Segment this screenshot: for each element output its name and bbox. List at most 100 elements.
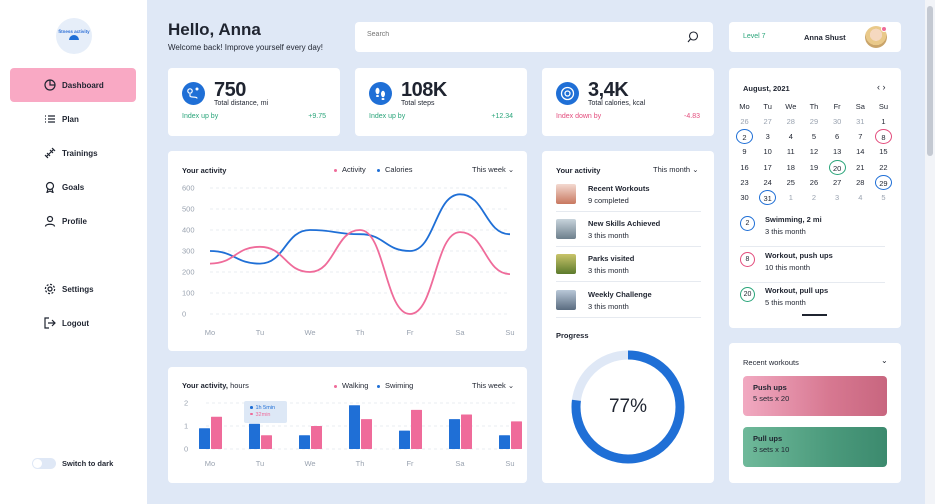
search-icon[interactable] <box>687 31 699 43</box>
list-item[interactable]: 20 Workout, pull ups 5 this month <box>740 284 885 318</box>
prev-month-icon[interactable]: ‹ <box>877 82 880 92</box>
item-sub: 3 this month <box>588 231 629 240</box>
x-tick-label: Tu <box>256 459 264 468</box>
list-icon <box>45 115 55 123</box>
calendar-day[interactable]: 2 <box>811 193 817 202</box>
scroll-indicator[interactable] <box>802 314 827 316</box>
period-select[interactable]: This week ⌄ <box>472 381 515 390</box>
calendar-day[interactable]: 1 <box>881 117 886 126</box>
next-month-icon[interactable]: › <box>882 82 886 92</box>
chart-tooltip: 1h 5min 32min <box>244 401 287 423</box>
calendar-day[interactable]: 5 <box>881 193 886 202</box>
chevron-down-icon[interactable]: ⌄ <box>881 356 888 365</box>
y-tick-label: 1 <box>184 422 188 431</box>
calendar-day[interactable]: 9 <box>742 147 747 157</box>
stat-label: Total calories, kcal <box>588 100 646 107</box>
count-badge: 2 <box>740 216 755 231</box>
sidebar-item-settings[interactable]: Settings <box>10 272 136 306</box>
calendar-day[interactable]: 28 <box>856 177 865 187</box>
logo-text: fitness activity <box>58 29 90 34</box>
item-title: Push ups <box>753 383 787 392</box>
workout-card-pull-ups[interactable]: Pull ups 3 sets x 10 <box>743 427 887 467</box>
item-sub: 3 this month <box>588 266 629 275</box>
calendar-day[interactable]: 29 <box>874 174 892 190</box>
calendar-day[interactable]: 18 <box>786 162 795 172</box>
list-item[interactable]: Weekly Challenge 3 this month <box>556 288 701 318</box>
calendar-day[interactable]: 29 <box>809 117 819 126</box>
workout-card-push-ups[interactable]: Push ups 5 sets x 20 <box>743 376 887 416</box>
scrollbar-thumb[interactable] <box>927 6 933 156</box>
search-bar[interactable] <box>355 22 713 52</box>
card-title: Your activity <box>556 166 601 175</box>
app-logo[interactable]: fitness activity <box>56 18 92 54</box>
calendar-day[interactable]: 3 <box>835 193 840 202</box>
calendar-day[interactable]: 2 <box>736 129 753 145</box>
sidebar-item-label: Settings <box>62 284 94 294</box>
calendar-day[interactable]: 15 <box>879 147 888 157</box>
search-input[interactable] <box>367 31 667 38</box>
calendar-day[interactable]: 16 <box>740 162 749 172</box>
y-tick-label: 400 <box>182 226 195 235</box>
stat-index-label: Index up by <box>369 113 406 120</box>
chevron-down-icon: ⌄ <box>507 165 515 174</box>
calendar-week-row: 23 24 25 26 27 28 29 <box>736 174 892 190</box>
calendar-day[interactable]: 25 <box>786 177 795 187</box>
item-sub: 3 sets x 10 <box>753 445 790 454</box>
calendar-day[interactable]: 23 <box>740 177 749 187</box>
calendar-day[interactable]: 17 <box>763 162 772 172</box>
y-tick-label: 600 <box>182 184 195 193</box>
period-select[interactable]: This week ⌄ <box>472 165 515 174</box>
item-title: New Skills Achieved <box>588 219 661 228</box>
gear-icon <box>44 283 56 295</box>
sidebar-item-dashboard[interactable]: Dashboard <box>10 68 136 102</box>
calendar-day[interactable]: 10 <box>763 147 772 157</box>
list-item[interactable]: Parks visited 3 this month <box>556 252 701 282</box>
list-item[interactable]: New Skills Achieved 3 this month <box>556 217 701 247</box>
calendar-day[interactable]: 30 <box>740 193 749 202</box>
calendar-day[interactable]: 21 <box>856 162 865 172</box>
sidebar-item-goals[interactable]: Goals <box>10 170 136 204</box>
calendar-day[interactable]: 12 <box>809 147 819 157</box>
calendar-day[interactable]: 6 <box>835 132 840 142</box>
calendar-day[interactable]: 20 <box>828 159 846 175</box>
sidebar-item-logout[interactable]: Logout <box>10 306 136 340</box>
notification-dot <box>881 26 887 32</box>
calendar-day[interactable]: 14 <box>856 147 865 157</box>
sidebar-item-profile[interactable]: Profile <box>10 204 136 238</box>
calendar-day[interactable]: 4 <box>858 193 863 202</box>
calendar-day[interactable]: 30 <box>832 117 842 126</box>
calendar-day[interactable]: 3 <box>765 132 770 142</box>
list-item[interactable]: 8 Workout, push ups 10 this month <box>740 249 885 283</box>
list-item[interactable]: Recent Workouts 9 completed <box>556 182 701 212</box>
calendar-day[interactable]: 19 <box>809 162 819 172</box>
calendar-day[interactable]: 5 <box>811 132 817 142</box>
calendar-day[interactable]: 27 <box>832 177 842 187</box>
logo-icon <box>69 35 79 40</box>
calendar-day[interactable]: 31 <box>759 190 777 205</box>
dark-mode-toggle[interactable] <box>32 458 56 469</box>
calendar-day[interactable]: 26 <box>740 117 749 126</box>
calendar-day[interactable]: 22 <box>879 162 888 172</box>
calendar-day[interactable]: 7 <box>858 132 863 142</box>
x-tick-label: Mo <box>205 328 215 337</box>
calendar-day[interactable]: 31 <box>856 117 865 126</box>
calendar-day[interactable]: 24 <box>763 177 772 187</box>
calendar-day[interactable]: 28 <box>786 117 795 126</box>
sidebar-item-trainings[interactable]: Trainings <box>10 136 136 170</box>
scrollbar-track[interactable] <box>925 0 935 504</box>
calendar-day[interactable]: 13 <box>832 147 842 157</box>
calendar-week-row: 26 27 28 29 30 31 1 <box>736 114 892 129</box>
series-line-activity <box>209 193 511 265</box>
calendar-day[interactable]: 26 <box>809 177 819 187</box>
calendar-day[interactable]: 4 <box>788 132 793 142</box>
bar-walking <box>349 405 360 449</box>
stat-card-calories: 3,4K Total calories, kcal Index down by … <box>542 68 714 136</box>
calendar-day[interactable]: 1 <box>788 193 793 202</box>
list-item[interactable]: 2 Swimming, 2 mi 3 this month <box>740 213 885 247</box>
calendar-day[interactable]: 27 <box>763 117 772 126</box>
item-sub: 10 this month <box>765 263 811 272</box>
sidebar-item-plan[interactable]: Plan <box>10 102 136 136</box>
calendar-day[interactable]: 8 <box>874 129 892 145</box>
period-select[interactable]: This month ⌄ <box>653 165 699 174</box>
calendar-day[interactable]: 11 <box>786 147 795 157</box>
